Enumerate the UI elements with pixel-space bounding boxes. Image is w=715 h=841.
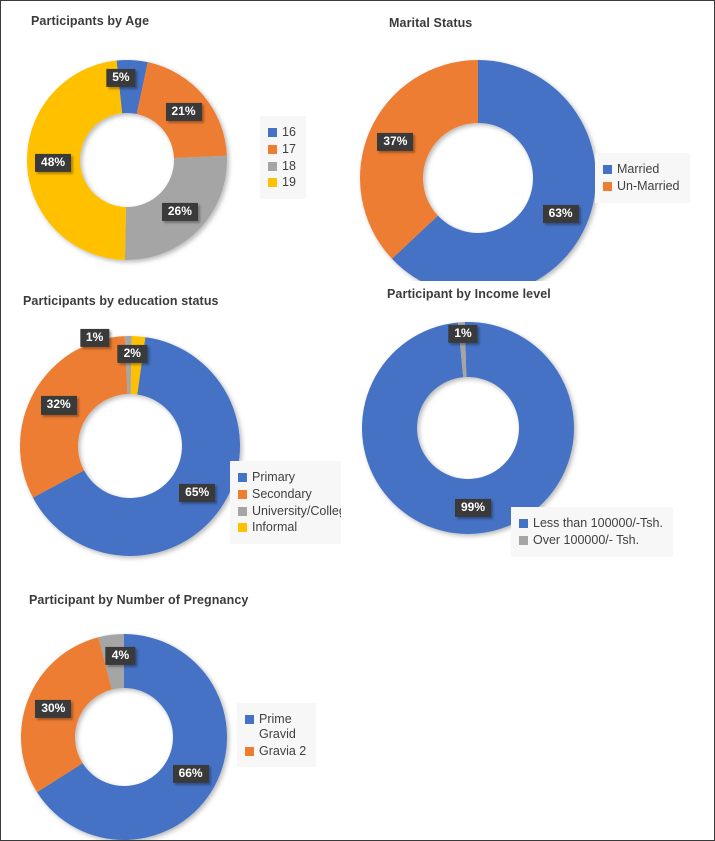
legend-item[interactable]: Gravia 2: [245, 744, 306, 759]
data-label: 32%: [40, 396, 77, 415]
donut-svg: [360, 60, 596, 296]
legend-swatch-icon: [603, 181, 612, 191]
donut-chart: 5% 21% 26% 48%: [24, 57, 230, 263]
data-label: 4%: [105, 646, 136, 665]
legend-swatch-icon: [245, 746, 254, 756]
data-label: 5%: [106, 69, 136, 88]
legend-label: 18: [282, 158, 296, 173]
legend-item[interactable]: 19: [268, 175, 296, 190]
legend-item[interactable]: 17: [268, 142, 296, 157]
data-label: 66%: [172, 764, 209, 783]
chart-participants-by-age: Participants by Age 5% 21% 26% 48% 16 17 18 19: [1, 1, 341, 276]
donut-svg: [19, 336, 241, 556]
pie-slice[interactable]: [391, 60, 596, 296]
chart-legend: Less than 100000/-Tsh. Over 100000/- Tsh.: [511, 507, 673, 557]
chart-title: Participant by Income level: [387, 287, 551, 301]
legend-swatch-icon: [268, 161, 277, 171]
chart-marital-status: Marital Status 63% 37% Married Un-Married: [341, 1, 714, 296]
legend-item[interactable]: Prime Gravid: [245, 712, 306, 742]
legend-label: Over 100000/- Tsh.: [533, 532, 640, 547]
legend-item[interactable]: Un-Married: [603, 179, 680, 194]
legend-item[interactable]: 18: [268, 159, 296, 174]
legend-item[interactable]: Less than 100000/-Tsh.: [519, 516, 663, 531]
legend-item[interactable]: Over 100000/- Tsh.: [519, 533, 663, 548]
chart-legend: 16 17 18 19: [260, 116, 306, 199]
chart-legend: Primary Secondary University/College Inform…: [230, 461, 363, 544]
legend-label: Married: [617, 162, 660, 176]
legend-label: 16: [282, 125, 296, 139]
data-label: 99%: [455, 498, 492, 517]
legend-item[interactable]: University/College: [238, 504, 353, 519]
pie-slice[interactable]: [360, 60, 478, 259]
legend-label: 17: [282, 141, 296, 156]
legend-swatch-icon: [603, 165, 612, 174]
legend-label: Less than 100000/-Tsh.: [533, 516, 663, 530]
chart-title: Participants by education status: [23, 294, 219, 308]
legend-swatch-icon: [519, 519, 528, 528]
chart-title: Participants by Age: [31, 14, 150, 28]
legend-swatch-icon: [245, 715, 254, 724]
data-label: 26%: [161, 202, 198, 221]
legend-item[interactable]: Married: [603, 162, 680, 177]
legend-label: Primary: [252, 470, 296, 484]
pie-slice[interactable]: [27, 60, 127, 260]
legend-swatch-icon: [238, 473, 247, 482]
data-label: 1%: [79, 328, 110, 348]
data-label: 37%: [377, 133, 414, 152]
data-label: 63%: [542, 204, 579, 223]
legend-swatch-icon: [268, 128, 277, 137]
donut-chart: 99% 1%: [359, 319, 577, 537]
chart-participant-by-income-level: Participant by Income level 99% 1% Less t…: [341, 281, 714, 581]
data-label: 1%: [448, 325, 478, 344]
legend-label: Prime Gravid: [259, 712, 296, 741]
donut-chart: 63% 37%: [357, 57, 599, 299]
legend-swatch-icon: [268, 144, 277, 154]
data-label: 65%: [179, 483, 216, 503]
legend-swatch-icon: [238, 506, 247, 516]
data-label: 2%: [117, 345, 147, 364]
legend-swatch-icon: [519, 535, 528, 545]
chart-title: Participant by Number of Pregnancy: [29, 593, 249, 607]
data-label: 21%: [165, 103, 202, 122]
chart-participant-by-number-of-pregnancy: Participant by Number of Pregnancy 66% 30…: [1, 581, 361, 840]
legend-label: Un-Married: [617, 178, 680, 193]
legend-swatch-icon: [238, 523, 247, 533]
donut-chart: 65% 32% 1% 2%: [17, 328, 243, 559]
legend-label: Informal: [252, 520, 298, 535]
legend-item[interactable]: Primary: [238, 470, 353, 485]
donut-chart: 66% 30% 4%: [18, 631, 230, 840]
data-label: 30%: [35, 699, 72, 719]
legend-label: Gravia 2: [259, 743, 307, 758]
chart-legend: Prime Gravid Gravia 2: [237, 703, 317, 768]
pie-slice[interactable]: [19, 336, 128, 498]
chart-title: Marital Status: [389, 16, 473, 30]
legend-item[interactable]: Informal: [238, 520, 353, 535]
pie-slice[interactable]: [362, 322, 574, 534]
chart-legend: Married Un-Married: [595, 153, 690, 203]
legend-swatch-icon: [268, 178, 277, 188]
legend-swatch-icon: [238, 489, 247, 499]
legend-item[interactable]: Secondary: [238, 487, 353, 502]
data-label: 48%: [35, 154, 72, 173]
legend-item[interactable]: 16: [268, 125, 296, 140]
legend-label: Secondary: [252, 486, 312, 501]
chart-participants-by-education-status: Participants by education status 65% 32% 1…: [1, 281, 363, 581]
legend-label: 19: [282, 175, 296, 190]
legend-label: University/College: [252, 503, 353, 518]
pie-slice[interactable]: [37, 634, 227, 840]
